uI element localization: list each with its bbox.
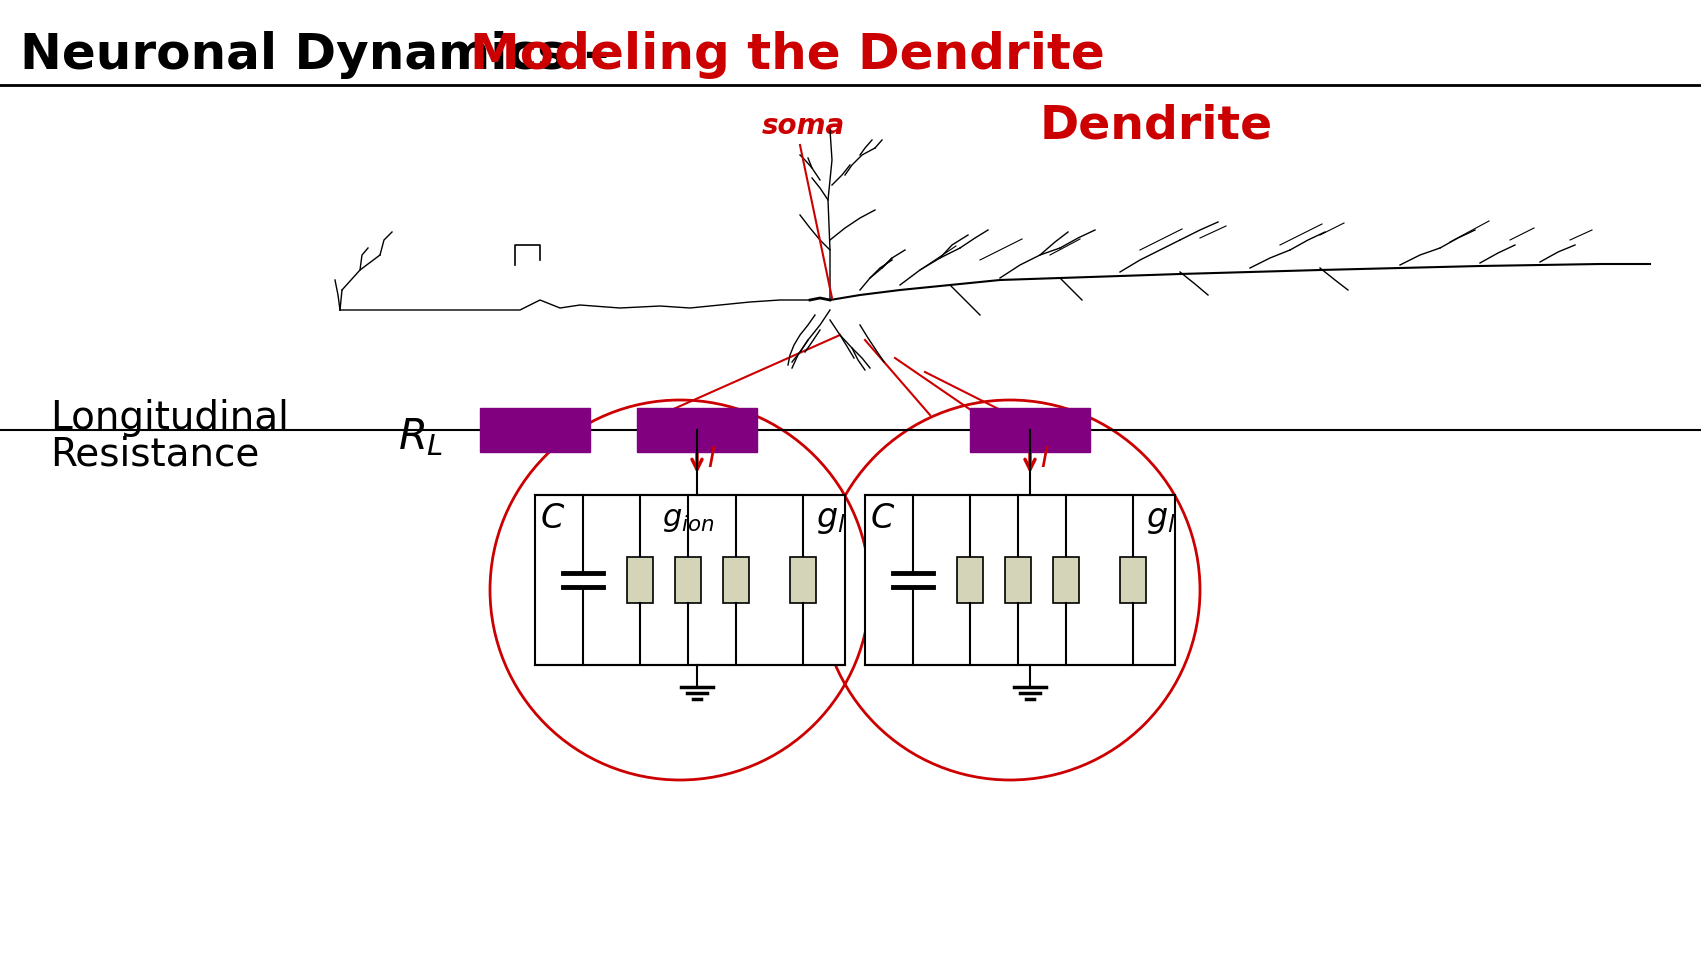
Bar	[536, 495, 845, 665]
Bar	[970, 408, 1090, 452]
Bar	[675, 557, 701, 603]
Text: Dendrite: Dendrite	[1039, 103, 1272, 148]
Text: $g_l$: $g_l$	[816, 502, 845, 536]
Text: $C$: $C$	[541, 502, 566, 536]
Bar	[636, 408, 757, 452]
Bar	[958, 557, 983, 603]
Text: Modeling the Dendrite: Modeling the Dendrite	[469, 31, 1104, 79]
Text: $C$: $C$	[871, 502, 896, 536]
Bar	[1005, 557, 1031, 603]
Bar	[628, 557, 653, 603]
Bar	[1053, 557, 1078, 603]
Text: $g_l$: $g_l$	[1146, 502, 1175, 536]
Bar	[789, 557, 816, 603]
Bar	[1119, 557, 1146, 603]
Text: $I$: $I$	[1039, 445, 1050, 473]
Text: $R_L$: $R_L$	[398, 416, 444, 458]
Text: Neuronal Dynamics –: Neuronal Dynamics –	[20, 31, 626, 79]
Text: $I$: $I$	[708, 445, 716, 473]
Text: $g_{ion}$: $g_{ion}$	[662, 504, 714, 533]
Text: Resistance: Resistance	[49, 436, 259, 474]
Text: soma: soma	[762, 112, 845, 140]
Bar	[480, 408, 590, 452]
Bar	[866, 495, 1175, 665]
Bar	[723, 557, 748, 603]
Text: Longitudinal: Longitudinal	[49, 399, 289, 437]
